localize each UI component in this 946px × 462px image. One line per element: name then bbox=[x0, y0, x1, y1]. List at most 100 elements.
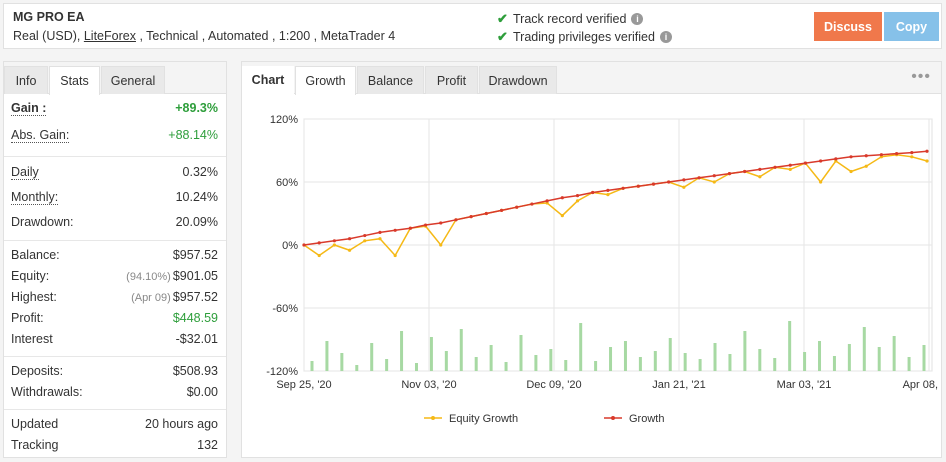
tab-growth[interactable]: Growth bbox=[295, 66, 356, 95]
stat-label[interactable]: Gain : bbox=[11, 101, 47, 116]
growth-point bbox=[515, 205, 519, 209]
tab-general[interactable]: General bbox=[101, 66, 165, 94]
stats-panel: Info Stats General Gain : +89.3% Abs. Ga… bbox=[3, 61, 227, 458]
growth-point bbox=[925, 149, 929, 153]
equity-growth-point bbox=[788, 167, 792, 171]
growth-point bbox=[743, 169, 747, 174]
tab-profit[interactable]: Profit bbox=[425, 66, 478, 94]
stat-value: -$32.01 bbox=[175, 332, 218, 346]
stat-label[interactable]: Abs. Gain: bbox=[11, 128, 70, 143]
volume-bar bbox=[489, 345, 493, 371]
divider bbox=[4, 156, 226, 157]
growth-point bbox=[454, 218, 458, 222]
volume-bar bbox=[922, 345, 926, 371]
stat-label: Equity: bbox=[11, 269, 50, 283]
equity-growth-point bbox=[849, 169, 853, 174]
stat-value: $508.93 bbox=[172, 364, 218, 378]
growth-point bbox=[879, 153, 884, 157]
growth-point bbox=[363, 233, 367, 238]
chart-lines bbox=[302, 149, 929, 258]
stat-abs-gain: Abs. Gain: +88.14% bbox=[11, 128, 218, 146]
copy-button[interactable]: Copy bbox=[884, 12, 939, 41]
stat-value: 20 hours ago bbox=[145, 417, 218, 431]
stat-value: 132 bbox=[197, 438, 218, 452]
stat-label[interactable]: Monthly: bbox=[11, 190, 59, 205]
legend-marker bbox=[611, 416, 615, 420]
chart-panel: Chart Growth Balance Profit Drawdown •••… bbox=[241, 61, 942, 458]
x-axis-ticks: Sep 25, '20 Nov 03, '20 Dec 09, '20 Jan 21,… bbox=[276, 379, 941, 391]
equity-growth-point bbox=[712, 180, 716, 184]
growth-point bbox=[819, 159, 823, 163]
growth-point bbox=[545, 199, 549, 203]
volume-bar bbox=[728, 354, 732, 371]
volume-bar bbox=[564, 360, 568, 371]
equity-growth-point bbox=[575, 199, 580, 203]
x-tick-label: Jan 21, '21 bbox=[652, 379, 705, 391]
info-icon[interactable]: i bbox=[631, 13, 644, 25]
growth-point bbox=[606, 188, 610, 192]
stat-value: +88.14% bbox=[168, 128, 218, 142]
stat-value: $448.59 bbox=[172, 311, 218, 325]
stat-label: Highest: bbox=[11, 290, 57, 304]
growth-point bbox=[469, 215, 473, 219]
volume-bar bbox=[519, 335, 523, 371]
tab-drawdown[interactable]: Drawdown bbox=[479, 66, 557, 94]
equity-growth-point bbox=[317, 253, 321, 258]
volume-bar bbox=[877, 347, 881, 371]
trading-privileges-label: Trading privileges verified bbox=[513, 30, 655, 44]
growth-point bbox=[499, 208, 504, 212]
chart-tabs: Chart Growth Balance Profit Drawdown bbox=[242, 62, 941, 95]
account-details: , Technical , Automated , 1:200 , MetaTr… bbox=[139, 29, 396, 43]
legend-label: Equity Growth bbox=[449, 413, 518, 425]
volume-bar bbox=[683, 353, 687, 371]
stat-highest: Highest: (Apr 09) $957.52 bbox=[11, 290, 218, 308]
discuss-button[interactable]: Discuss bbox=[814, 12, 882, 41]
stat-interest: Interest -$32.01 bbox=[11, 332, 218, 350]
growth-point bbox=[651, 182, 656, 186]
checkmark-icon: ✔ bbox=[497, 11, 508, 26]
tab-info[interactable]: Info bbox=[4, 66, 48, 94]
tab-stats[interactable]: Stats bbox=[49, 66, 100, 95]
equity-growth-point bbox=[332, 243, 336, 247]
stat-label: Interest bbox=[11, 332, 53, 346]
stat-value: $957.52 bbox=[172, 248, 218, 262]
volume-bar bbox=[653, 351, 657, 371]
volume-bar bbox=[504, 362, 508, 371]
legend-marker bbox=[431, 416, 435, 420]
growth-point bbox=[758, 167, 762, 171]
x-tick-label: Nov 03, '20 bbox=[401, 379, 456, 391]
growth-line bbox=[303, 150, 928, 246]
stat-balance: Balance: $957.52 bbox=[11, 248, 218, 266]
volume-bar bbox=[474, 357, 478, 371]
tab-balance[interactable]: Balance bbox=[357, 66, 424, 94]
equity-growth-point bbox=[378, 237, 382, 241]
legend-label: Growth bbox=[629, 413, 664, 425]
stat-equity: Equity: (94.10%) $901.05 bbox=[11, 269, 218, 287]
chart-grid bbox=[303, 118, 933, 372]
growth-point bbox=[317, 241, 321, 245]
broker-link[interactable]: LiteForex bbox=[83, 29, 136, 43]
x-tick-label: Mar 03, '21 bbox=[777, 379, 832, 391]
stats-tabs: Info Stats General bbox=[4, 62, 226, 95]
volume-bar bbox=[355, 365, 359, 371]
x-tick-label: Sep 25, '20 bbox=[276, 379, 331, 391]
tab-chart: Chart bbox=[242, 66, 294, 94]
growth-point bbox=[682, 178, 686, 182]
y-axis-ticks: 120% 60% 0% -60% -120% bbox=[266, 114, 298, 378]
volume-bar bbox=[459, 329, 463, 371]
stat-label: Drawdown: bbox=[11, 215, 74, 229]
stat-deposits: Deposits: $508.93 bbox=[11, 364, 218, 382]
volume-bar bbox=[623, 341, 627, 371]
stat-value: $957.52 bbox=[172, 290, 218, 304]
x-tick-label: Apr 08, '21 bbox=[903, 379, 941, 391]
more-options-icon[interactable]: ••• bbox=[911, 68, 931, 85]
info-icon[interactable]: i bbox=[659, 31, 672, 43]
stat-label[interactable]: Daily bbox=[11, 165, 39, 180]
volume-bar bbox=[668, 338, 672, 371]
growth-point bbox=[727, 172, 732, 176]
stat-value: 20.09% bbox=[175, 215, 218, 229]
stat-profit: Profit: $448.59 bbox=[11, 311, 218, 329]
volume-bar bbox=[892, 336, 896, 371]
volume-bar bbox=[638, 357, 642, 371]
stat-value-group: (94.10%) $901.05 bbox=[126, 269, 218, 283]
